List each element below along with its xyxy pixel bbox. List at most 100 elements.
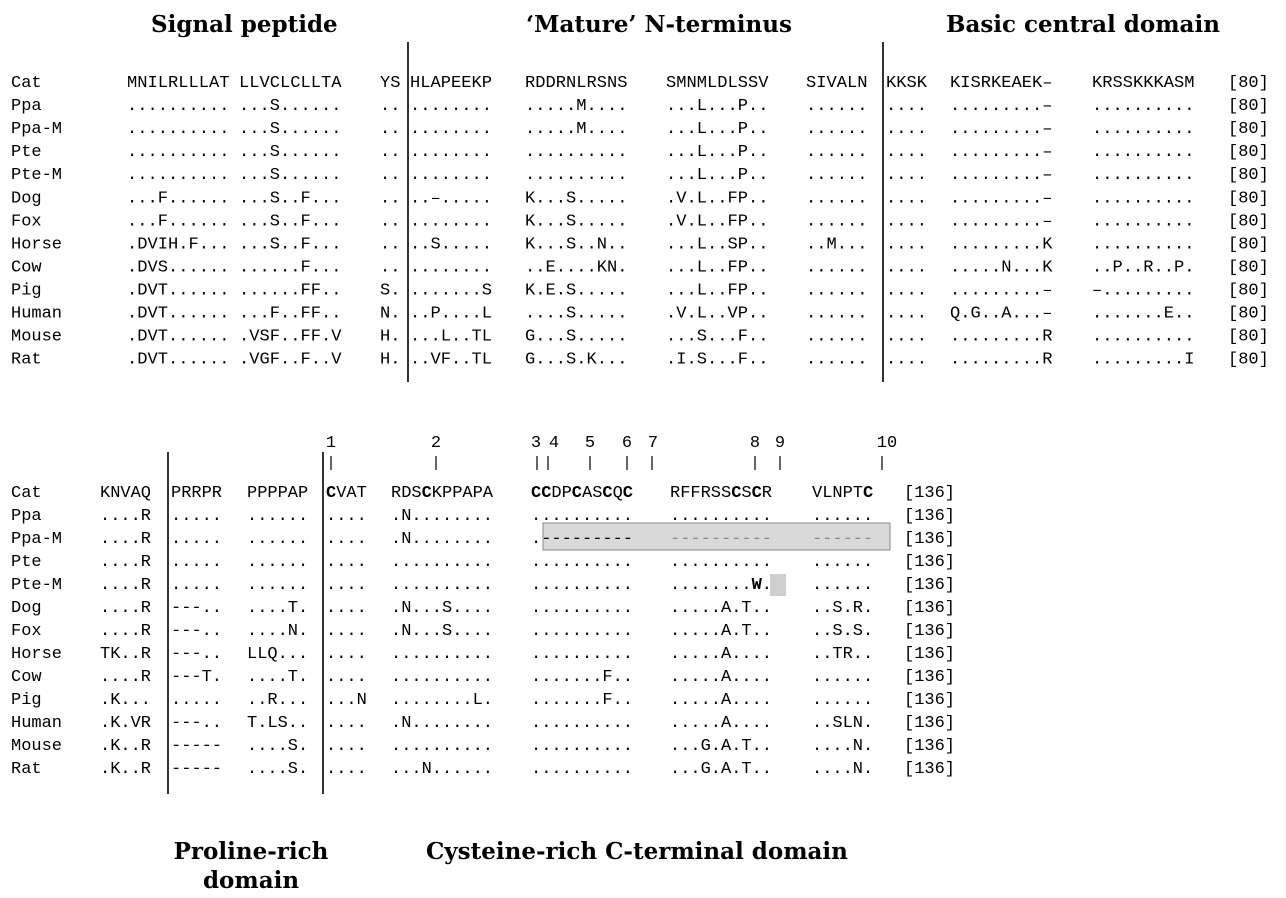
sequence-segment: ..E....KN. bbox=[525, 258, 628, 277]
sequence-segment: .N........ bbox=[391, 507, 493, 526]
header-proline-rich-line1: Proline-rich bbox=[174, 838, 329, 865]
sequence-segment: .DVT...... bbox=[127, 351, 230, 370]
residue-count: [80] bbox=[1228, 212, 1269, 231]
sequence-segment: ....R bbox=[100, 576, 151, 595]
sequence-segment: ..TR.. bbox=[812, 645, 873, 664]
sequence-segment: ...... bbox=[812, 668, 873, 687]
residue-count: [136] bbox=[904, 507, 955, 526]
sequence-segment: ...F..FF.. bbox=[239, 305, 342, 324]
residue-count: [80] bbox=[1228, 189, 1269, 208]
pte-m-substitution-highlight bbox=[770, 574, 786, 596]
sequence-segment: .... bbox=[326, 737, 367, 756]
sequence-segment: .......... bbox=[1092, 212, 1195, 231]
sequence-segment: ..M... bbox=[806, 235, 868, 254]
sequence-segment: .......... bbox=[531, 507, 633, 526]
sequence-segment: .. bbox=[380, 258, 401, 277]
sequence-segment: .......... bbox=[531, 576, 633, 595]
residue-count: [80] bbox=[1228, 258, 1269, 277]
sequence-segment: .N...S.... bbox=[391, 599, 493, 618]
sequence-segment: .......... bbox=[531, 645, 633, 664]
sequence-segment: .... bbox=[886, 235, 927, 254]
sequence-segment: ..S.R. bbox=[812, 599, 873, 618]
species-label: Rat bbox=[11, 760, 42, 779]
sequence-segment: VLNPTC bbox=[812, 484, 873, 503]
sequence-segment: .......... bbox=[531, 737, 633, 756]
species-label: Ppa bbox=[11, 97, 42, 116]
species-label: Pte-M bbox=[11, 576, 62, 595]
species-label: Human bbox=[11, 305, 62, 324]
sequence-segment: ........ bbox=[410, 97, 492, 116]
sequence-segment: RFFRSSCSCR bbox=[670, 484, 772, 503]
sequence-segment: ..... bbox=[171, 507, 222, 526]
species-label: Human bbox=[11, 714, 62, 733]
sequence-segment: .... bbox=[326, 576, 367, 595]
sequence-segment: ........ bbox=[410, 166, 492, 185]
sequence-segment: .V.L..FP.. bbox=[666, 189, 769, 208]
sequence-segment: .... bbox=[886, 281, 927, 300]
sequence-segment: ...... bbox=[247, 576, 308, 595]
sequence-segment: ...... bbox=[806, 281, 868, 300]
sequence-segment: ...... bbox=[812, 691, 873, 710]
sequence-segment: .DVT...... bbox=[127, 328, 230, 347]
sequence-segment: LLQ... bbox=[247, 645, 308, 664]
cysteine-number: 5 bbox=[585, 434, 595, 453]
sequence-segment: .......... bbox=[391, 737, 493, 756]
sequence-segment: .K... bbox=[100, 691, 151, 710]
sequence-segment: TK..R bbox=[100, 645, 151, 664]
sequence-segment: .......S bbox=[410, 281, 492, 300]
sequence-segment: .DVT...... bbox=[127, 281, 230, 300]
sequence-segment: ..R... bbox=[247, 691, 308, 710]
sequence-segment: .....A.... bbox=[670, 668, 772, 687]
sequence-segment: ..VF..TL bbox=[410, 351, 492, 370]
residue-count: [80] bbox=[1228, 235, 1269, 254]
sequence-segment: ....T. bbox=[247, 599, 308, 618]
sequence-segment: .... bbox=[326, 553, 367, 572]
sequence-segment: .... bbox=[326, 760, 367, 779]
residue-count: [136] bbox=[904, 714, 955, 733]
sequence-segment: RDDRNLRSNS bbox=[525, 74, 628, 93]
species-label: Dog bbox=[11, 189, 42, 208]
header-cysteine-rich: Cysteine-rich C-terminal domain bbox=[426, 838, 848, 865]
sequence-segment: .....A.... bbox=[670, 691, 772, 710]
sequence-segment: ...L..SP.. bbox=[666, 235, 769, 254]
header-signal-peptide: Signal peptide bbox=[151, 11, 338, 38]
sequence-segment: ......FF.. bbox=[239, 281, 342, 300]
sequence-segment: ...S..F... bbox=[239, 212, 342, 231]
species-label: Cat bbox=[11, 74, 42, 93]
sequence-segment: .......... bbox=[1092, 328, 1195, 347]
sequence-segment: ---.. bbox=[171, 645, 222, 664]
species-label: Mouse bbox=[11, 328, 62, 347]
sequence-segment: KISRKEAEK– bbox=[950, 74, 1053, 93]
sequence-segment: .VGF..F..V bbox=[239, 351, 342, 370]
sequence-segment: .........– bbox=[950, 166, 1053, 185]
sequence-segment: .......... bbox=[391, 645, 493, 664]
sequence-segment: ...... bbox=[812, 553, 873, 572]
sequence-segment: MNILRLLLAT bbox=[127, 74, 230, 93]
residue-count: [136] bbox=[904, 599, 955, 618]
sequence-segment: LLVCLCLLTA bbox=[239, 74, 342, 93]
sequence-segment: .......... bbox=[1092, 97, 1195, 116]
sequence-segment: .N........ bbox=[391, 530, 493, 549]
sequence-segment: .......... bbox=[127, 97, 230, 116]
sequence-segment: .....M.... bbox=[525, 97, 628, 116]
sequence-segment: .... bbox=[886, 305, 927, 324]
sequence-segment: G...S.K... bbox=[525, 351, 628, 370]
sequence-segment: HLAPEEKP bbox=[410, 74, 492, 93]
cysteine-number: 1 bbox=[326, 434, 336, 453]
sequence-segment: ...... bbox=[806, 166, 868, 185]
sequence-segment: .V.L..VP.. bbox=[666, 305, 769, 324]
sequence-segment: H. bbox=[380, 328, 401, 347]
species-label: Ppa bbox=[11, 507, 42, 526]
sequence-segment: ...... bbox=[806, 120, 868, 139]
sequence-segment: ...... bbox=[806, 328, 868, 347]
sequence-segment: ...... bbox=[806, 258, 868, 277]
sequence-segment: ...... bbox=[806, 305, 868, 324]
cysteine-number: 4 bbox=[549, 434, 559, 453]
sequence-segment: N. bbox=[380, 305, 401, 324]
sequence-segment: .... bbox=[326, 622, 367, 641]
sequence-segment: ....R bbox=[100, 530, 151, 549]
sequence-segment: .......... bbox=[127, 120, 230, 139]
residue-count: [80] bbox=[1228, 166, 1269, 185]
sequence-segment: .. bbox=[380, 143, 401, 162]
residue-count: [136] bbox=[904, 553, 955, 572]
